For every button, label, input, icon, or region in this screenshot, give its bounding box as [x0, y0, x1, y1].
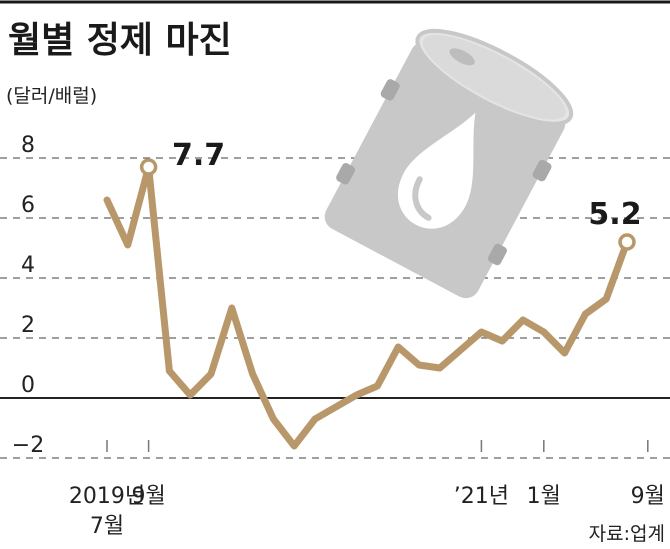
annotations: 7.7 5.2	[172, 138, 642, 232]
highlight-point	[618, 233, 636, 251]
x-ticks: 2019년 7월 9월 ’21년 1월 9월	[69, 440, 665, 539]
y-tick-label: 0	[21, 373, 35, 398]
value-label: 5.2	[588, 197, 641, 232]
x-tick-label: 9월	[131, 484, 165, 509]
y-tick-labels: −2 0 2 4 6 8	[12, 133, 44, 458]
oil-barrel-icon	[324, 28, 574, 299]
chart-title: 월별 정제 마진	[8, 20, 232, 61]
y-tick-label: 2	[21, 313, 35, 338]
point-markers	[139, 158, 636, 251]
highlight-point	[139, 158, 158, 176]
value-label: 7.7	[172, 138, 225, 173]
x-tick-label: 2019년	[69, 484, 145, 509]
grid-lines	[0, 157, 670, 459]
y-tick-label: 8	[21, 133, 35, 158]
y-axis-unit: (달러/배럴)	[6, 85, 97, 107]
y-tick-label: 6	[21, 193, 35, 218]
y-tick-label: 4	[21, 253, 35, 278]
x-tick-label: 9월	[631, 484, 665, 509]
series-line	[103, 163, 631, 450]
x-tick-label: 7월	[90, 514, 124, 539]
x-tick-label: ’21년	[454, 484, 509, 509]
source-label: 자료:업계	[589, 523, 665, 545]
y-tick-label: −2	[12, 433, 44, 458]
x-tick-label: 1월	[527, 484, 561, 509]
